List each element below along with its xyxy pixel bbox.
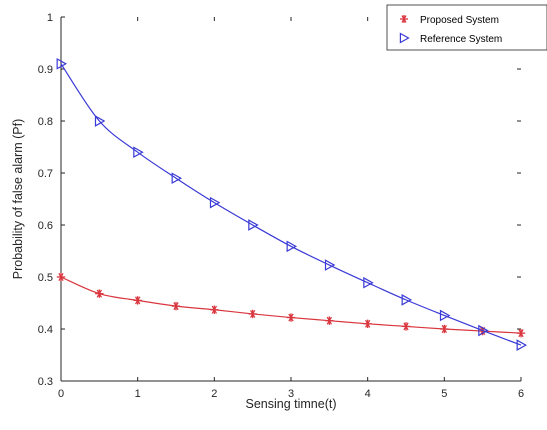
data-point-reference-system	[171, 172, 183, 185]
series-reference-system	[56, 57, 528, 351]
data-point-reference-system	[286, 240, 298, 253]
y-tick-label: 0.6	[38, 220, 53, 232]
data-point-proposed-system	[210, 305, 219, 314]
legend: Proposed System Reference System	[386, 4, 547, 51]
data-point-proposed-system	[363, 319, 372, 328]
data-point-reference-system	[94, 115, 106, 127]
data-point-reference-system	[516, 339, 528, 351]
data-point-proposed-system	[440, 324, 449, 334]
y-axis-label: Probability of false alarm (Pf)	[11, 119, 25, 279]
y-tick-label: 0.8	[38, 116, 53, 128]
data-point-proposed-system	[56, 272, 66, 282]
axes	[60, 17, 521, 382]
legend-box	[386, 4, 547, 51]
data-point-reference-system	[248, 219, 259, 231]
x-tick-label: 6	[518, 388, 524, 400]
legend-label-reference-system: Reference System	[420, 34, 502, 45]
data-point-reference-system	[56, 57, 68, 70]
x-tick-label: 0	[58, 388, 64, 400]
y-tick-label: 0.5	[38, 272, 53, 284]
data-point-reference-system	[401, 294, 413, 306]
x-axis-label: Sensing timne(t)	[245, 397, 336, 411]
data-point-reference-system	[324, 259, 336, 271]
series-proposed-system	[56, 272, 526, 338]
y-tick-label: 0.7	[38, 168, 53, 180]
x-tick-label: 2	[211, 388, 217, 400]
data-point-proposed-system	[286, 313, 296, 322]
y-tick-label: 0.3	[38, 376, 53, 388]
data-point-reference-system	[478, 324, 489, 337]
y-tick-label: 1	[47, 12, 53, 24]
data-point-reference-system	[439, 309, 451, 322]
legend-marker-triangle	[399, 32, 410, 44]
data-point-proposed-system	[171, 301, 181, 311]
data-point-proposed-system	[95, 289, 104, 298]
x-tick-label: 3	[288, 388, 294, 400]
data-point-reference-system	[209, 196, 221, 209]
x-tick-label: 4	[365, 388, 371, 400]
y-tick-label: 0.4	[38, 324, 53, 336]
data-point-reference-system	[133, 146, 144, 159]
data-point-proposed-system	[516, 328, 526, 338]
x-tick-label: 5	[441, 388, 447, 400]
y-axis-ticks: 0.3 0.4 0.5 0.6 0.7 0.8 0.9 1	[38, 12, 521, 388]
data-point-proposed-system	[248, 309, 257, 319]
data-point-proposed-system	[401, 322, 411, 331]
legend-marker-asterisk	[400, 15, 408, 23]
legend-entry-proposed-system: Proposed System	[400, 15, 499, 26]
series-layer	[56, 57, 528, 351]
data-point-reference-system	[363, 276, 374, 289]
x-tick-label: 1	[135, 388, 141, 400]
x-axis-ticks: 0 1 2 3 4 5 6	[58, 17, 524, 400]
legend-entry-reference-system: Reference System	[399, 32, 502, 45]
data-point-proposed-system	[133, 296, 142, 305]
series-line-proposed-system	[60, 276, 522, 334]
data-point-proposed-system	[325, 316, 334, 325]
legend-label-proposed-system: Proposed System	[420, 15, 499, 26]
y-tick-label: 0.9	[38, 64, 53, 76]
series-line-reference-system	[60, 63, 522, 346]
